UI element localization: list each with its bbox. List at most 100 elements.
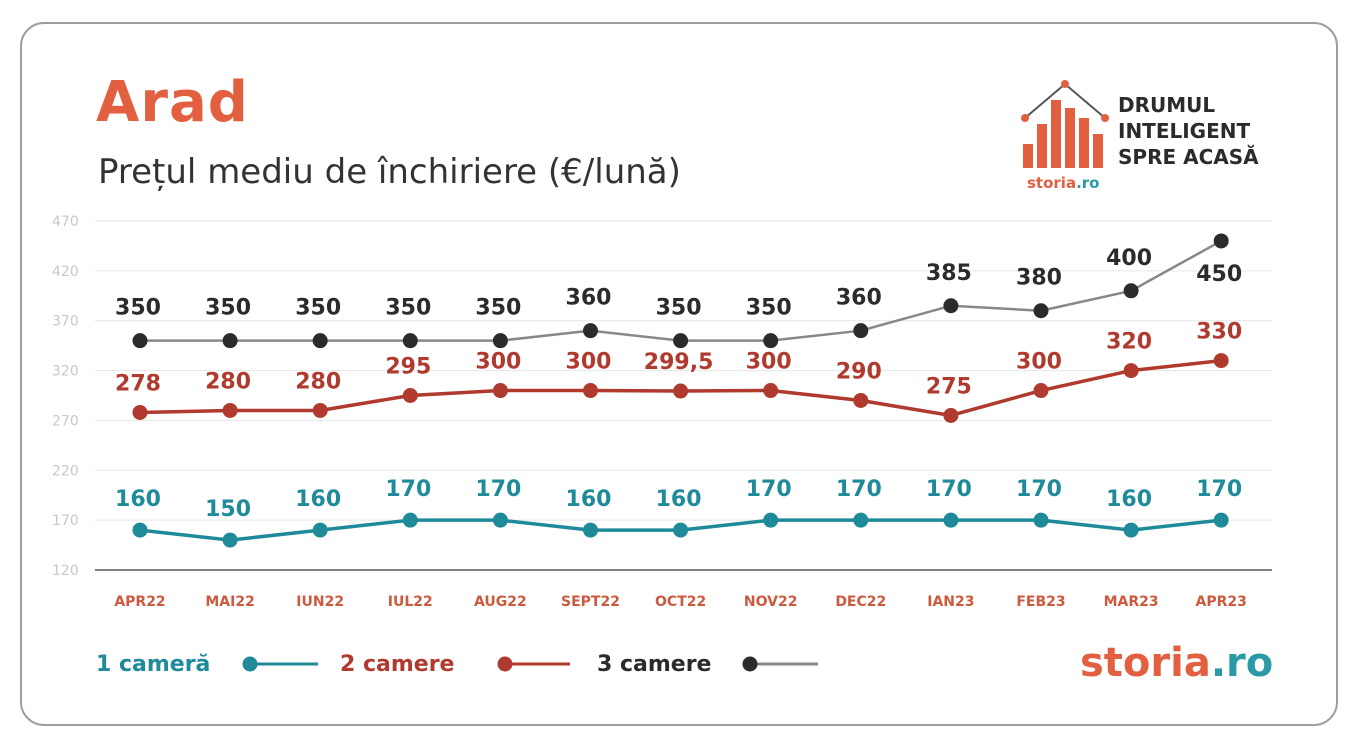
data-label: 280 (295, 369, 341, 394)
data-label: 385 (926, 261, 972, 286)
logo-icon (1021, 80, 1109, 168)
legend-item-3: 3 camere (597, 648, 711, 680)
legend-item-1: 1 cameră (96, 648, 210, 680)
data-point (763, 383, 779, 399)
data-label: 380 (1016, 266, 1062, 291)
y-tick-label: 320 (52, 364, 79, 380)
data-point (132, 404, 148, 420)
y-tick-label: 270 (52, 413, 79, 429)
data-point (1213, 512, 1229, 528)
data-point (312, 333, 328, 349)
data-point (402, 333, 418, 349)
data-label: 320 (1106, 330, 1152, 355)
data-point (943, 512, 959, 528)
data-label: 350 (295, 296, 341, 321)
data-point (402, 388, 418, 403)
logo-tagline: DRUMUL INTELIGENT SPRE ACASĂ (1118, 92, 1259, 170)
legend-label-2: 2 camere (340, 651, 455, 677)
data-label: 170 (836, 477, 882, 502)
brand-suffix: .ro (1210, 640, 1274, 686)
data-point (222, 333, 238, 349)
data-point (1123, 522, 1139, 538)
y-tick-label: 120 (52, 563, 79, 579)
x-tick-label: DEC22 (835, 594, 886, 610)
logo-brand-main: storia (1027, 174, 1077, 192)
legend-marker-3 (742, 656, 758, 672)
x-tick-label: APR23 (1196, 594, 1247, 610)
data-point (1123, 363, 1139, 379)
data-label: 350 (475, 296, 521, 321)
x-tick-label: IUN22 (296, 594, 344, 610)
series-line-3 (140, 239, 1222, 342)
logo-line-2: INTELIGENT (1118, 119, 1251, 143)
x-tick-label: OCT22 (655, 594, 706, 610)
data-label: 278 (115, 371, 161, 396)
data-label: 160 (1106, 487, 1152, 512)
x-tick-label: APR22 (114, 594, 165, 610)
brand-main: storia (1080, 640, 1211, 686)
data-point (1213, 233, 1229, 249)
data-point (1033, 383, 1049, 399)
logo-brand: storia.ro (1027, 174, 1099, 192)
data-label: 280 (205, 369, 251, 394)
data-label: 350 (656, 296, 702, 321)
data-label: 160 (295, 487, 341, 512)
data-label: 170 (926, 477, 972, 502)
data-point (763, 333, 779, 349)
data-point (583, 323, 598, 339)
data-point (132, 333, 148, 349)
data-point (1033, 512, 1049, 528)
data-label: 160 (656, 487, 702, 512)
data-label: 295 (385, 355, 431, 380)
data-label: 450 (1196, 262, 1242, 287)
data-point (1213, 353, 1229, 369)
x-tick-label: NOV22 (744, 594, 798, 610)
logo-line-3: SPRE ACASĂ (1118, 145, 1259, 169)
data-label: 300 (475, 350, 521, 375)
data-point (853, 512, 869, 528)
data-point (492, 512, 508, 528)
data-label: 160 (566, 487, 612, 512)
legend-marker-1 (242, 656, 258, 672)
data-point (492, 383, 508, 399)
data-point (312, 522, 328, 538)
data-label: 290 (836, 359, 882, 384)
x-tick-label: SEPT22 (561, 594, 620, 610)
x-tick-label: MAI22 (205, 594, 254, 610)
legend-item-2: 2 camere (340, 648, 454, 680)
x-tick-label: IAN23 (927, 594, 974, 610)
data-point (222, 402, 238, 418)
brand-logo: storia.ro (1080, 640, 1273, 686)
data-point (763, 512, 779, 528)
data-label: 170 (385, 477, 431, 502)
data-label: 300 (566, 350, 612, 375)
data-point (583, 383, 598, 399)
x-tick-label: IUL22 (388, 594, 433, 610)
data-point (583, 522, 598, 538)
data-point (673, 383, 689, 399)
data-label: 275 (926, 374, 972, 399)
data-label: 150 (205, 497, 251, 522)
data-label: 350 (385, 296, 431, 321)
data-point (943, 407, 959, 423)
data-point (853, 392, 869, 408)
data-point (1033, 303, 1049, 319)
data-label: 360 (566, 286, 612, 311)
data-label: 400 (1106, 246, 1152, 271)
data-label: 299,5 (644, 350, 714, 375)
data-label: 330 (1196, 320, 1242, 345)
data-point (312, 402, 328, 418)
data-label: 170 (746, 477, 792, 502)
legend-label-1: 1 cameră (96, 651, 211, 677)
data-label: 160 (115, 487, 161, 512)
data-label: 170 (475, 477, 521, 502)
data-point (132, 522, 148, 538)
data-label: 300 (746, 350, 792, 375)
x-tick-label: FEB23 (1016, 594, 1065, 610)
logo-line-1: DRUMUL (1118, 93, 1216, 117)
data-label: 170 (1016, 477, 1062, 502)
y-tick-label: 170 (52, 513, 79, 529)
legend-label-3: 3 camere (597, 651, 712, 677)
data-point (673, 333, 689, 349)
